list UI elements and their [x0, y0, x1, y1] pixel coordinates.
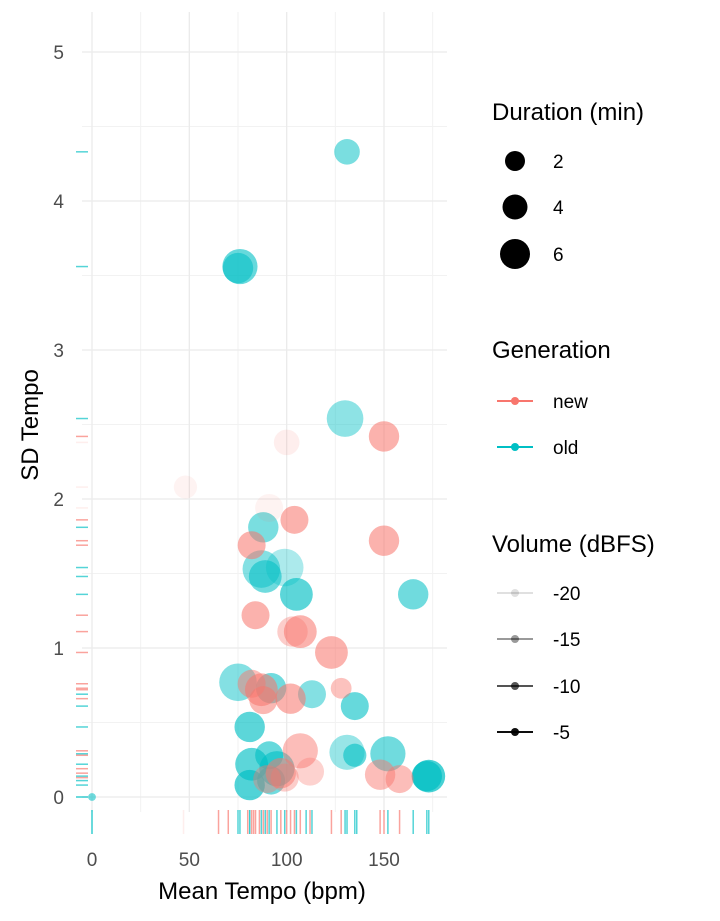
y-tick-label: 3 — [53, 341, 64, 362]
legend-size-swatch — [502, 194, 528, 220]
data-point-new — [173, 475, 198, 499]
y-tick-label: 2 — [53, 490, 64, 511]
legend-size-swatch — [505, 151, 525, 171]
legend-duration-title: Duration (min) — [492, 99, 644, 126]
x-axis-title: Mean Tempo (bpm) — [158, 878, 366, 905]
data-point-new — [364, 759, 396, 790]
legend-volume-swatch — [511, 682, 519, 690]
data-point-new — [255, 493, 284, 522]
data-point-old — [280, 577, 313, 611]
data-point-new — [315, 636, 348, 669]
data-point-new — [330, 677, 352, 699]
legend-generation-title: Generation — [492, 337, 611, 364]
legend-generation-label: new — [553, 392, 588, 413]
legend-size-label: 2 — [553, 152, 564, 173]
legend-volume-label: -15 — [553, 630, 580, 651]
legend-generation-swatch — [511, 443, 519, 451]
data-point-old — [343, 743, 367, 767]
legend-volume-label: -5 — [553, 723, 570, 744]
data-point-new — [385, 765, 414, 794]
legend-generation-swatch — [511, 397, 519, 405]
legend-duration: Duration (min) 2 4 6 — [492, 99, 644, 269]
legend-volume-swatch — [511, 589, 519, 597]
legend-volume-swatch — [511, 728, 519, 736]
data-point-new — [253, 765, 282, 794]
data-point-new — [275, 683, 306, 714]
data-point-old — [222, 252, 254, 284]
y-axis-title: SD Tempo — [17, 369, 44, 481]
legend-generation-label: old — [553, 438, 578, 459]
x-tick-label: 0 — [87, 850, 98, 871]
legend-size-label: 4 — [553, 198, 564, 219]
data-point-new — [270, 763, 299, 792]
legend-volume-label: -20 — [553, 584, 580, 605]
data-point-new — [265, 757, 297, 789]
legend-volume-label: -10 — [553, 677, 580, 698]
data-point-new — [368, 525, 400, 556]
data-point-new — [282, 733, 318, 769]
grid — [82, 12, 447, 812]
legend-volume-title: Volume (dBFS) — [492, 531, 655, 558]
legend-volume: Volume (dBFS) -20 -15 -10 -5 — [492, 531, 655, 744]
data-point-old — [398, 579, 429, 610]
data-point-old — [234, 711, 265, 743]
x-tick-label: 150 — [368, 850, 400, 871]
data-point-new — [237, 531, 266, 560]
y-tick-label: 0 — [53, 788, 64, 809]
x-tick-label: 50 — [179, 850, 200, 871]
data-point-new — [273, 429, 300, 456]
data-point-old — [234, 769, 265, 801]
legend-generation: Generation new old — [492, 337, 611, 459]
legend-size-swatch — [500, 239, 530, 269]
data-point-old — [340, 692, 369, 721]
data-point-new — [283, 615, 317, 649]
y-tick-label: 4 — [53, 192, 64, 213]
data-point-new — [241, 601, 270, 630]
data-point-new — [249, 686, 278, 715]
data-point-old — [411, 760, 443, 792]
data-points — [88, 139, 446, 801]
x-tick-label: 100 — [271, 850, 303, 871]
data-point-old — [88, 793, 96, 801]
legend-size-label: 6 — [553, 245, 564, 266]
data-point-old — [370, 736, 406, 772]
y-tick-label: 5 — [53, 43, 64, 64]
data-point-old — [326, 400, 364, 437]
data-point-new — [280, 505, 309, 534]
rug-marks — [76, 151, 430, 834]
data-point-new — [296, 757, 325, 786]
data-point-old — [334, 139, 360, 165]
tick-labels: 0 50 100 150 0 1 2 3 4 5 — [53, 43, 399, 871]
y-tick-label: 1 — [53, 639, 64, 660]
data-point-old — [248, 560, 282, 593]
data-point-new — [368, 421, 400, 452]
legend-volume-swatch — [511, 635, 519, 643]
